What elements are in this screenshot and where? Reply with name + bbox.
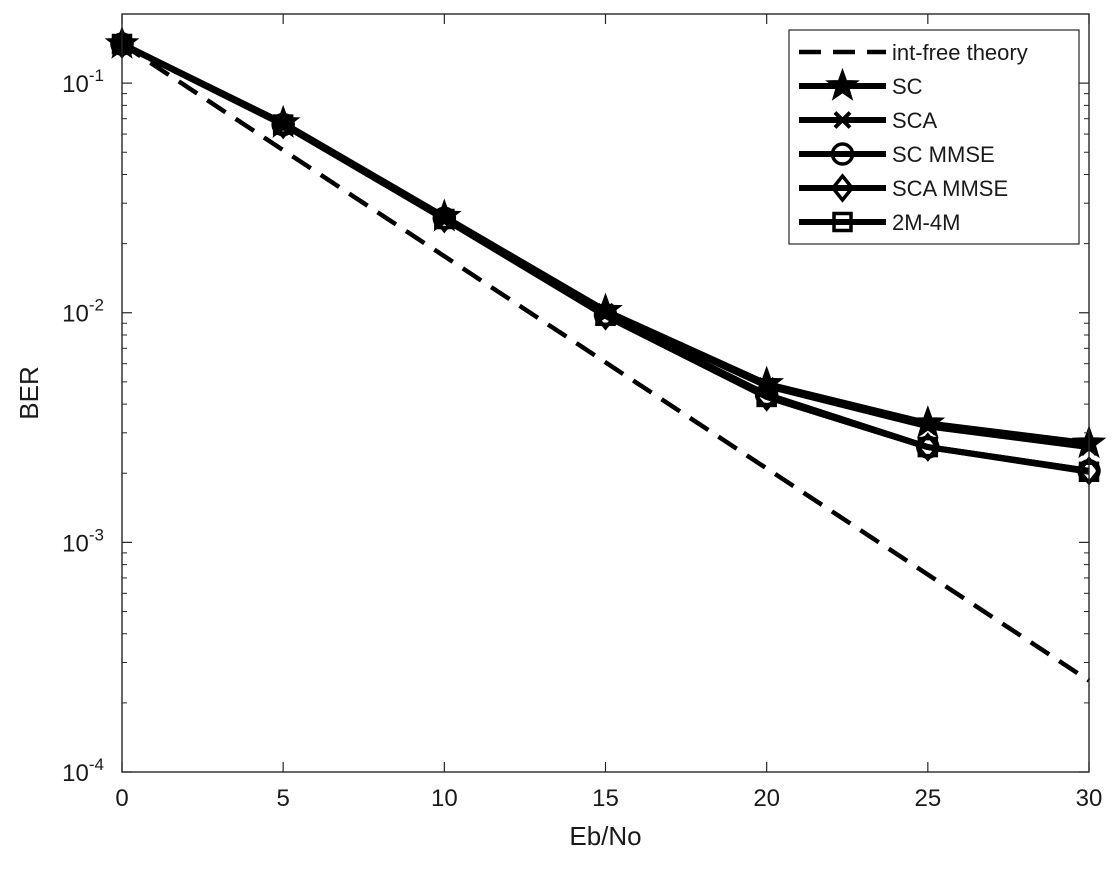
x-tick-label: 5 <box>276 785 289 812</box>
y-tick-label: 10-1 <box>62 66 104 98</box>
legend-entry: SCA <box>799 108 938 133</box>
legend-box <box>788 29 1080 245</box>
y-axis-label: BER <box>14 366 44 419</box>
data-point-sca <box>918 417 937 436</box>
legend-marker <box>830 142 855 166</box>
legend-entry: SCA MMSE <box>799 173 1008 203</box>
legend-marker <box>833 111 852 129</box>
y-tick-label: 10-3 <box>62 525 104 557</box>
legend: int-free theory SC SCA SC MMSE SCA MMSE 2M-4M <box>788 29 1080 245</box>
y-tick-label: 10-2 <box>62 296 104 328</box>
legend-label: SCA <box>892 108 938 133</box>
x-tick-label: 10 <box>431 785 458 812</box>
legend-entry: SC MMSE <box>799 142 995 167</box>
data-point-2m-4m <box>756 386 777 408</box>
legend-marker <box>825 67 860 101</box>
series-line-2m-4m <box>120 41 1090 475</box>
data-point-2m-4m <box>434 208 455 230</box>
legend-marker <box>832 211 853 233</box>
x-tick-label: 25 <box>914 785 941 812</box>
x-axis-label: Eb/No <box>569 821 641 851</box>
x-tick-label: 20 <box>753 785 780 812</box>
x-tick-label: 15 <box>592 785 619 812</box>
legend-label: SCA MMSE <box>892 176 1008 201</box>
legend-entry: int-free theory <box>799 40 1028 65</box>
legend-label: int-free theory <box>892 40 1028 65</box>
data-point-sc <box>910 405 946 439</box>
legend-marker <box>830 173 855 203</box>
series-line-int-free-theory <box>120 42 1091 683</box>
ticks-layer: 0 5 10 15 20 25 30 10-1 10-2 10-3 10-4 <box>62 13 1103 812</box>
marker-x-stroke <box>833 111 852 129</box>
y-tick-label: 10-4 <box>62 755 104 787</box>
series-layer <box>104 25 1107 683</box>
legend-label: SC <box>892 74 923 99</box>
series-int-free-theory <box>120 42 1091 683</box>
data-point-2m-4m <box>917 436 939 458</box>
legend-entry: 2M-4M <box>799 210 960 235</box>
legend-entry: SC <box>799 67 923 101</box>
data-point-2m-4m <box>272 114 294 135</box>
x-tick-label: 30 <box>1076 785 1103 812</box>
x-tick-label: 0 <box>115 785 128 812</box>
marker-x-stroke <box>918 417 937 436</box>
legend-label: 2M-4M <box>892 210 960 235</box>
legend-label: SC MMSE <box>892 142 995 167</box>
data-point-2m-4m <box>595 305 616 327</box>
